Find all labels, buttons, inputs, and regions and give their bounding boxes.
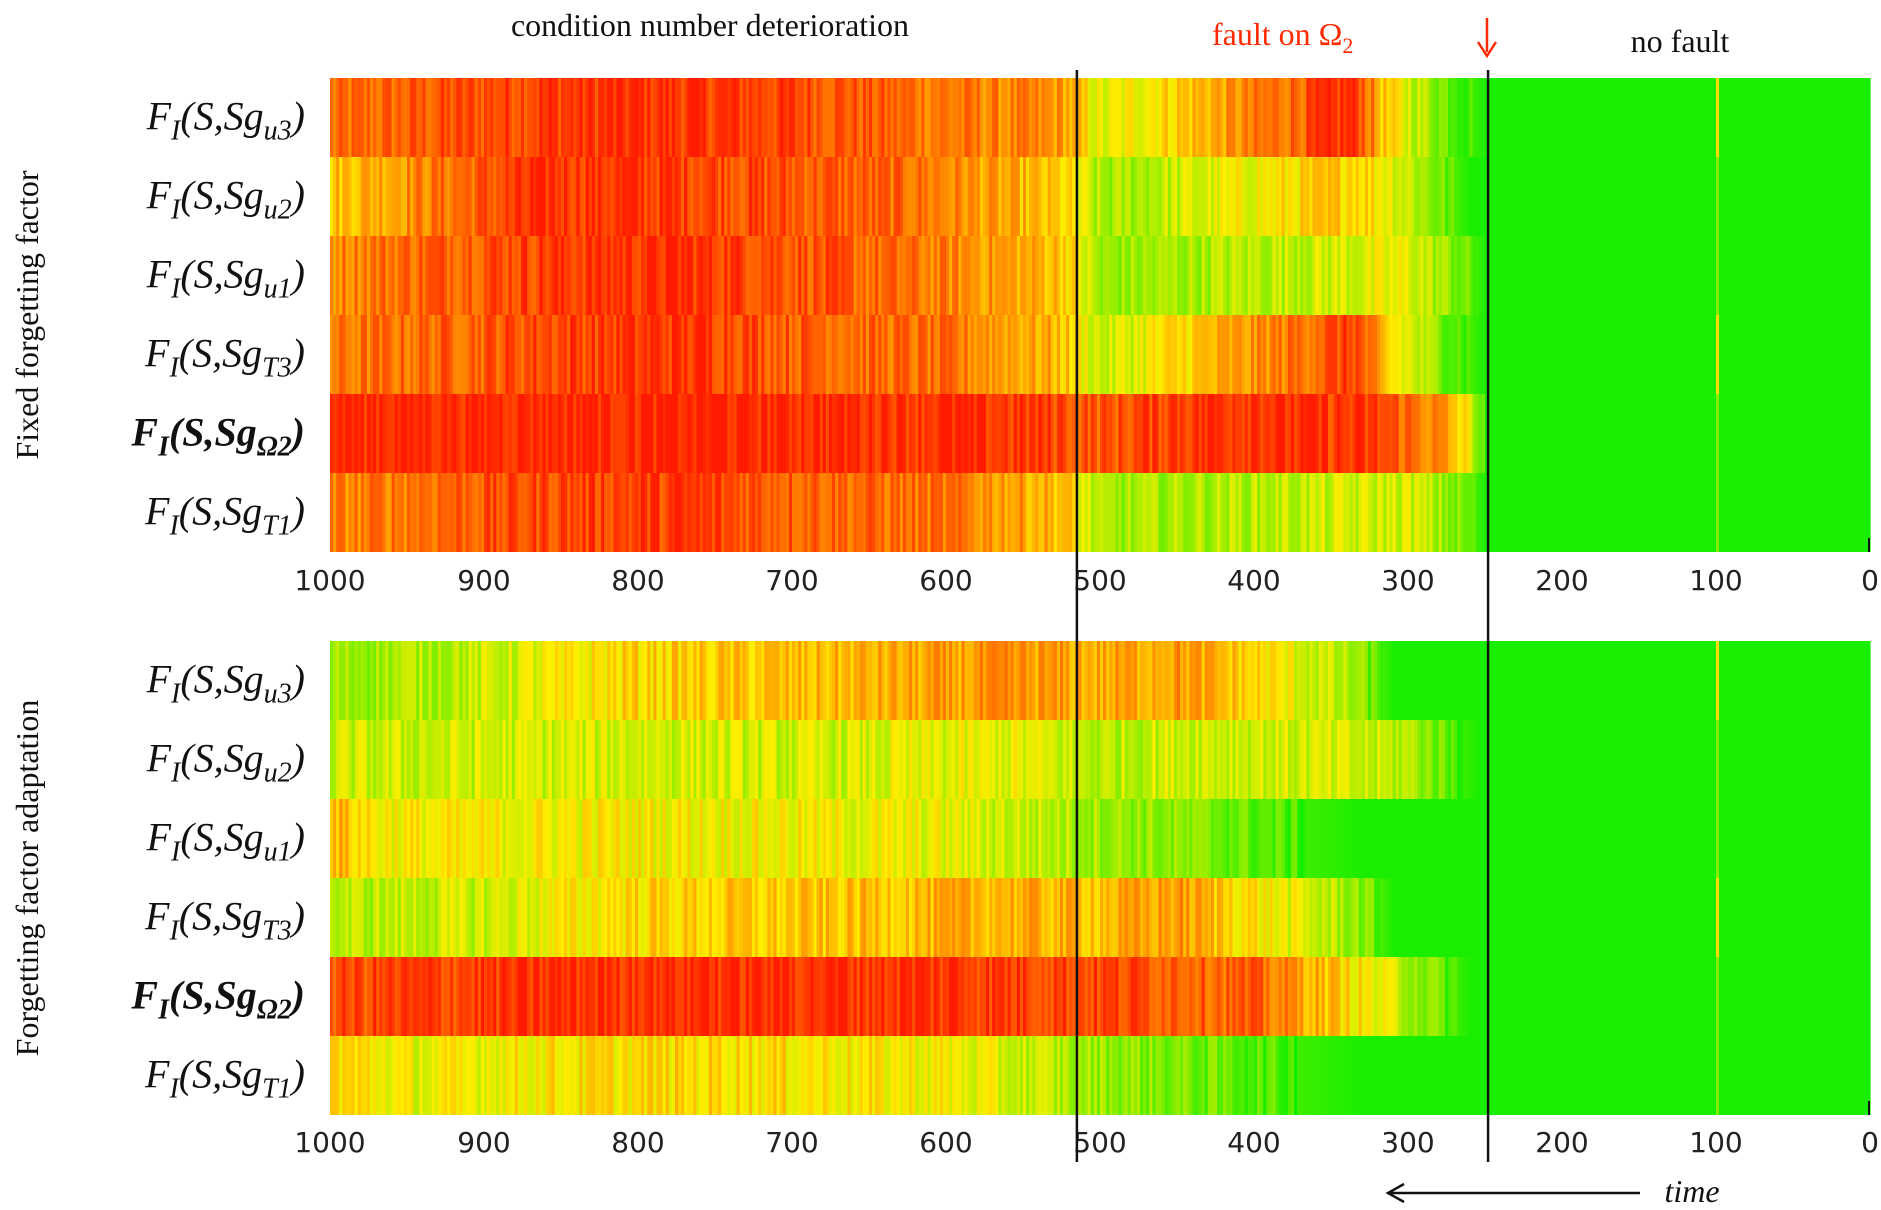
row-label-part: )	[290, 94, 305, 139]
row-label-part: F	[130, 410, 158, 455]
row-label: FI(S,Sgu2)	[146, 736, 305, 789]
heatmap-cell	[1716, 78, 1719, 157]
row-label-part: F	[146, 252, 172, 297]
row-label-part: (S,Sg	[180, 94, 263, 139]
annotation-fault-subscript: 2	[1342, 33, 1353, 58]
row-label: FI(S,Sgu1)	[146, 252, 305, 305]
x-tick-label: 400	[1227, 564, 1280, 597]
row-label-part: )	[290, 736, 305, 781]
row-label-part: F	[144, 331, 170, 376]
heatmap-row	[330, 315, 1871, 394]
heatmap-cell	[1716, 157, 1719, 236]
row-label-part: )	[290, 173, 305, 218]
row-label: FI(S,Sgu2)	[146, 173, 305, 226]
row-label-part: (S,Sg	[169, 410, 257, 455]
row-label-part: T1	[262, 511, 292, 542]
row-label-part: (S,Sg	[179, 489, 262, 534]
heatmap-cell	[1867, 236, 1871, 315]
row-label-part: )	[290, 657, 305, 702]
heatmap-row	[330, 236, 1871, 315]
x-tick-label: 300	[1381, 564, 1434, 597]
heatmap-cell	[1716, 473, 1719, 552]
row-label-part: u2	[264, 758, 292, 789]
row-label: FI(S,Sgu3)	[146, 94, 305, 147]
heatmap-cell	[1867, 315, 1871, 394]
row-label: FI(S,Sgu3)	[146, 657, 305, 710]
x-tick-label: 100	[1689, 564, 1742, 597]
row-label-part: (S,Sg	[180, 815, 263, 860]
row-label-part: )	[290, 489, 305, 534]
panel-title: Forgetting factor adaptation	[9, 700, 45, 1057]
row-label-part: F	[146, 657, 172, 702]
panel-title: Fixed forgetting factor	[9, 170, 45, 459]
heatmap-row	[330, 799, 1871, 878]
annotation-fault-symbol: Ω	[1319, 16, 1343, 52]
row-label-part: u1	[264, 837, 292, 868]
x-tick-label: 600	[919, 564, 972, 597]
heatmap-cell	[1867, 78, 1871, 157]
row-label-part: )	[290, 252, 305, 297]
row-label-part: )	[290, 331, 305, 376]
row-label-part: )	[289, 410, 305, 455]
heatmap-cell	[1867, 720, 1871, 799]
panel-1: Fixed forgetting factor FI(S,Sgu3) FI(S,Sg…	[9, 78, 1879, 597]
heatmap-row	[330, 878, 1871, 957]
x-tick-label: 500	[1073, 564, 1126, 597]
heatmap-row	[330, 78, 1871, 157]
row-label-part: u1	[264, 274, 292, 305]
heatmap-cell	[1716, 720, 1719, 799]
x-tick-label: 800	[611, 564, 664, 597]
heatmap-cell	[1716, 799, 1719, 878]
heatmap-cell	[1716, 236, 1719, 315]
heatmap-row	[330, 641, 1871, 720]
heatmap-row	[330, 157, 1871, 236]
heatmap-cell	[1867, 394, 1871, 473]
row-label-part: F	[146, 736, 172, 781]
x-tick-label: 1000	[294, 564, 365, 597]
x-tick-label: 900	[457, 564, 510, 597]
row-label-part: (S,Sg	[180, 657, 263, 702]
row-label-part: F	[144, 489, 170, 534]
fault-down-arrow-icon	[1478, 18, 1496, 56]
x-tick-label: 700	[765, 564, 818, 597]
row-label-part: F	[146, 94, 172, 139]
annotation-condition-number: condition number deterioration	[511, 7, 909, 43]
x-tick-label: 200	[1535, 564, 1588, 597]
annotation-no-fault: no fault	[1631, 23, 1730, 59]
heatmap-cell	[1716, 315, 1719, 394]
row-label: FI(S,SgT1)	[144, 489, 305, 542]
row-label-part: u3	[264, 116, 292, 147]
heatmap-cell	[1716, 641, 1719, 720]
annotation-fault: fault on Ω2	[1212, 16, 1353, 58]
heatmap-cell	[1867, 157, 1871, 236]
heatmap-cell	[1867, 641, 1871, 720]
row-label-part: (S,Sg	[179, 331, 262, 376]
row-label-part: )	[290, 815, 305, 860]
heatmap-row	[330, 720, 1871, 799]
heatmap-cell	[1716, 394, 1719, 473]
row-label: FI(S,SgΩ2)	[130, 410, 305, 463]
heatmap-cell	[1867, 799, 1871, 878]
annotation-fault-prefix: fault on	[1212, 16, 1319, 52]
row-label-part: F	[146, 173, 172, 218]
heatmap-row	[330, 394, 1871, 473]
row-label: FI(S,Sgu1)	[146, 815, 305, 868]
row-label-part: T3	[262, 353, 292, 384]
row-label-part: (S,Sg	[180, 252, 263, 297]
row-label-part: Ω2	[257, 432, 292, 463]
row-label-part: (S,Sg	[180, 173, 263, 218]
row-label-part: (S,Sg	[180, 736, 263, 781]
row-label-part: u2	[264, 195, 292, 226]
x-tick-label: 0	[1861, 564, 1879, 597]
heatmap-row	[330, 473, 1871, 552]
row-label-part: F	[146, 815, 172, 860]
panel-2: Forgetting factor adaptation FI(S,Sgu3) FI…	[9, 641, 1879, 1159]
row-label-part: u3	[264, 679, 292, 710]
row-label: FI(S,SgT3)	[144, 331, 305, 384]
